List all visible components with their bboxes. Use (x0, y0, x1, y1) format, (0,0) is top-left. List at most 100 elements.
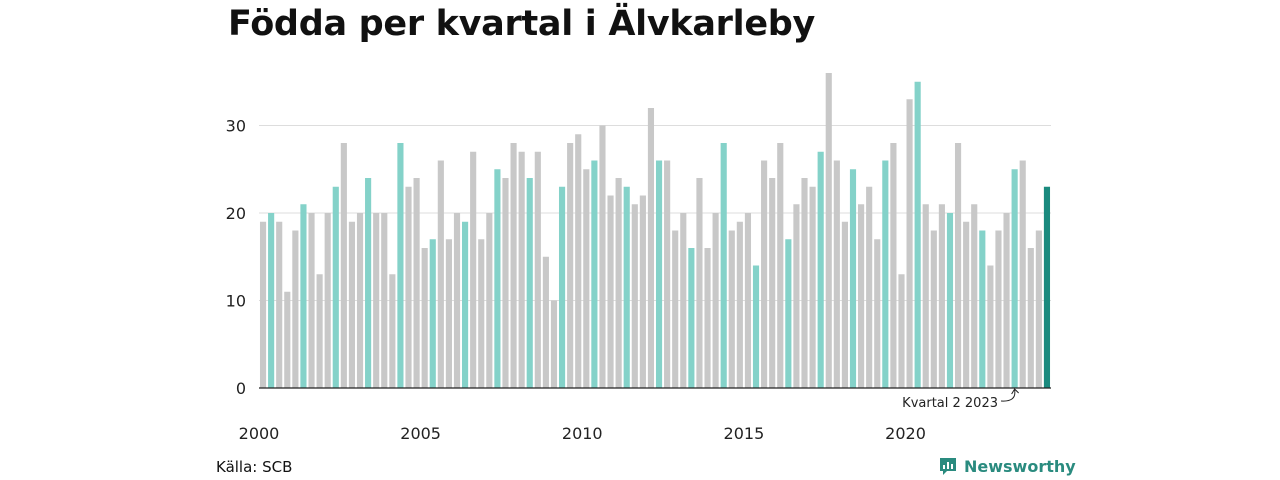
bar (599, 125, 606, 388)
bar (704, 248, 711, 388)
bar (744, 213, 752, 388)
y-tick-label: 0 (236, 379, 246, 398)
bar (348, 221, 356, 388)
bar (1011, 169, 1018, 388)
bar (777, 143, 784, 388)
bar (340, 143, 347, 388)
bar (510, 143, 517, 388)
chart-title: Födda per kvartal i Älvkarleby (228, 4, 816, 44)
bar (623, 186, 630, 388)
bar (1019, 160, 1026, 388)
bar (405, 186, 412, 388)
bar (696, 178, 703, 388)
bar (356, 213, 364, 388)
bar (518, 151, 525, 388)
bar (963, 221, 970, 388)
x-tick-label: 2010 (562, 424, 603, 443)
bar (437, 160, 444, 388)
bar (373, 213, 380, 388)
bar (639, 195, 646, 388)
bar (728, 230, 735, 388)
bar (413, 178, 420, 388)
bar (712, 213, 719, 388)
bar (922, 204, 929, 388)
bar (300, 204, 307, 388)
bar (381, 213, 388, 388)
bar (558, 186, 566, 388)
bar (946, 213, 954, 388)
bar (930, 230, 937, 388)
bar (292, 230, 299, 388)
bar (332, 186, 339, 388)
bar (890, 143, 897, 388)
bar (785, 239, 792, 388)
bar (979, 230, 986, 388)
bar (397, 143, 404, 388)
bar (462, 221, 469, 388)
bar (583, 169, 590, 388)
bar (849, 169, 857, 388)
bar (502, 178, 509, 388)
bar (445, 239, 452, 388)
bar (874, 239, 881, 388)
bar (866, 186, 873, 388)
bar (954, 143, 962, 388)
bar (259, 221, 267, 388)
bar (801, 178, 808, 388)
bar (938, 204, 945, 388)
bar (882, 160, 889, 388)
bar (478, 239, 485, 388)
bar (575, 134, 582, 388)
x-tick-label: 2000 (239, 424, 280, 443)
bar (752, 265, 760, 388)
annotation-arrow (1000, 388, 1019, 402)
bar (526, 178, 533, 388)
source-note: Källa: SCB (216, 458, 293, 476)
bar (647, 108, 655, 388)
bar (429, 239, 436, 388)
bar (607, 195, 614, 388)
bar (898, 274, 905, 388)
bar (655, 160, 663, 388)
bar (736, 221, 743, 388)
bar-chart: 0 10 20 30 2000 2005 2010 2015 2020 Kvartal 2 2… (226, 73, 1051, 443)
bar (324, 213, 331, 388)
y-tick-label: 30 (226, 117, 246, 136)
bar (672, 230, 679, 388)
bar (971, 204, 978, 388)
bar (987, 265, 994, 388)
bar (833, 160, 840, 388)
x-axis-ticks: 2000 2005 2010 2015 2020 (239, 424, 926, 443)
bar (453, 213, 461, 388)
annotation-label: Kvartal 2 2023 (902, 396, 998, 411)
bar (1027, 248, 1034, 388)
bar (817, 151, 824, 388)
bar (680, 213, 687, 388)
bar (389, 274, 396, 388)
bar (841, 221, 848, 388)
bar (470, 151, 477, 388)
bar (809, 186, 816, 388)
bar (769, 178, 776, 388)
brand-logo: Newsworthy (938, 456, 1076, 476)
bar (308, 213, 315, 388)
bar (268, 213, 275, 388)
y-tick-label: 10 (226, 292, 246, 311)
bar (591, 160, 598, 388)
bar (615, 178, 622, 388)
bars (259, 73, 1051, 388)
bar (365, 178, 372, 388)
x-tick-label: 2005 (400, 424, 441, 443)
bar (486, 213, 493, 388)
brand-name: Newsworthy (964, 456, 1076, 476)
bar (316, 274, 323, 388)
bar (995, 230, 1002, 388)
bar (793, 204, 800, 388)
newsworthy-logo-icon (940, 458, 956, 475)
y-axis-ticks: 0 10 20 30 (226, 117, 246, 399)
bar (284, 291, 291, 388)
bar (688, 248, 695, 388)
x-tick-label: 2015 (724, 424, 765, 443)
bar (421, 248, 428, 388)
bar (1003, 213, 1010, 388)
